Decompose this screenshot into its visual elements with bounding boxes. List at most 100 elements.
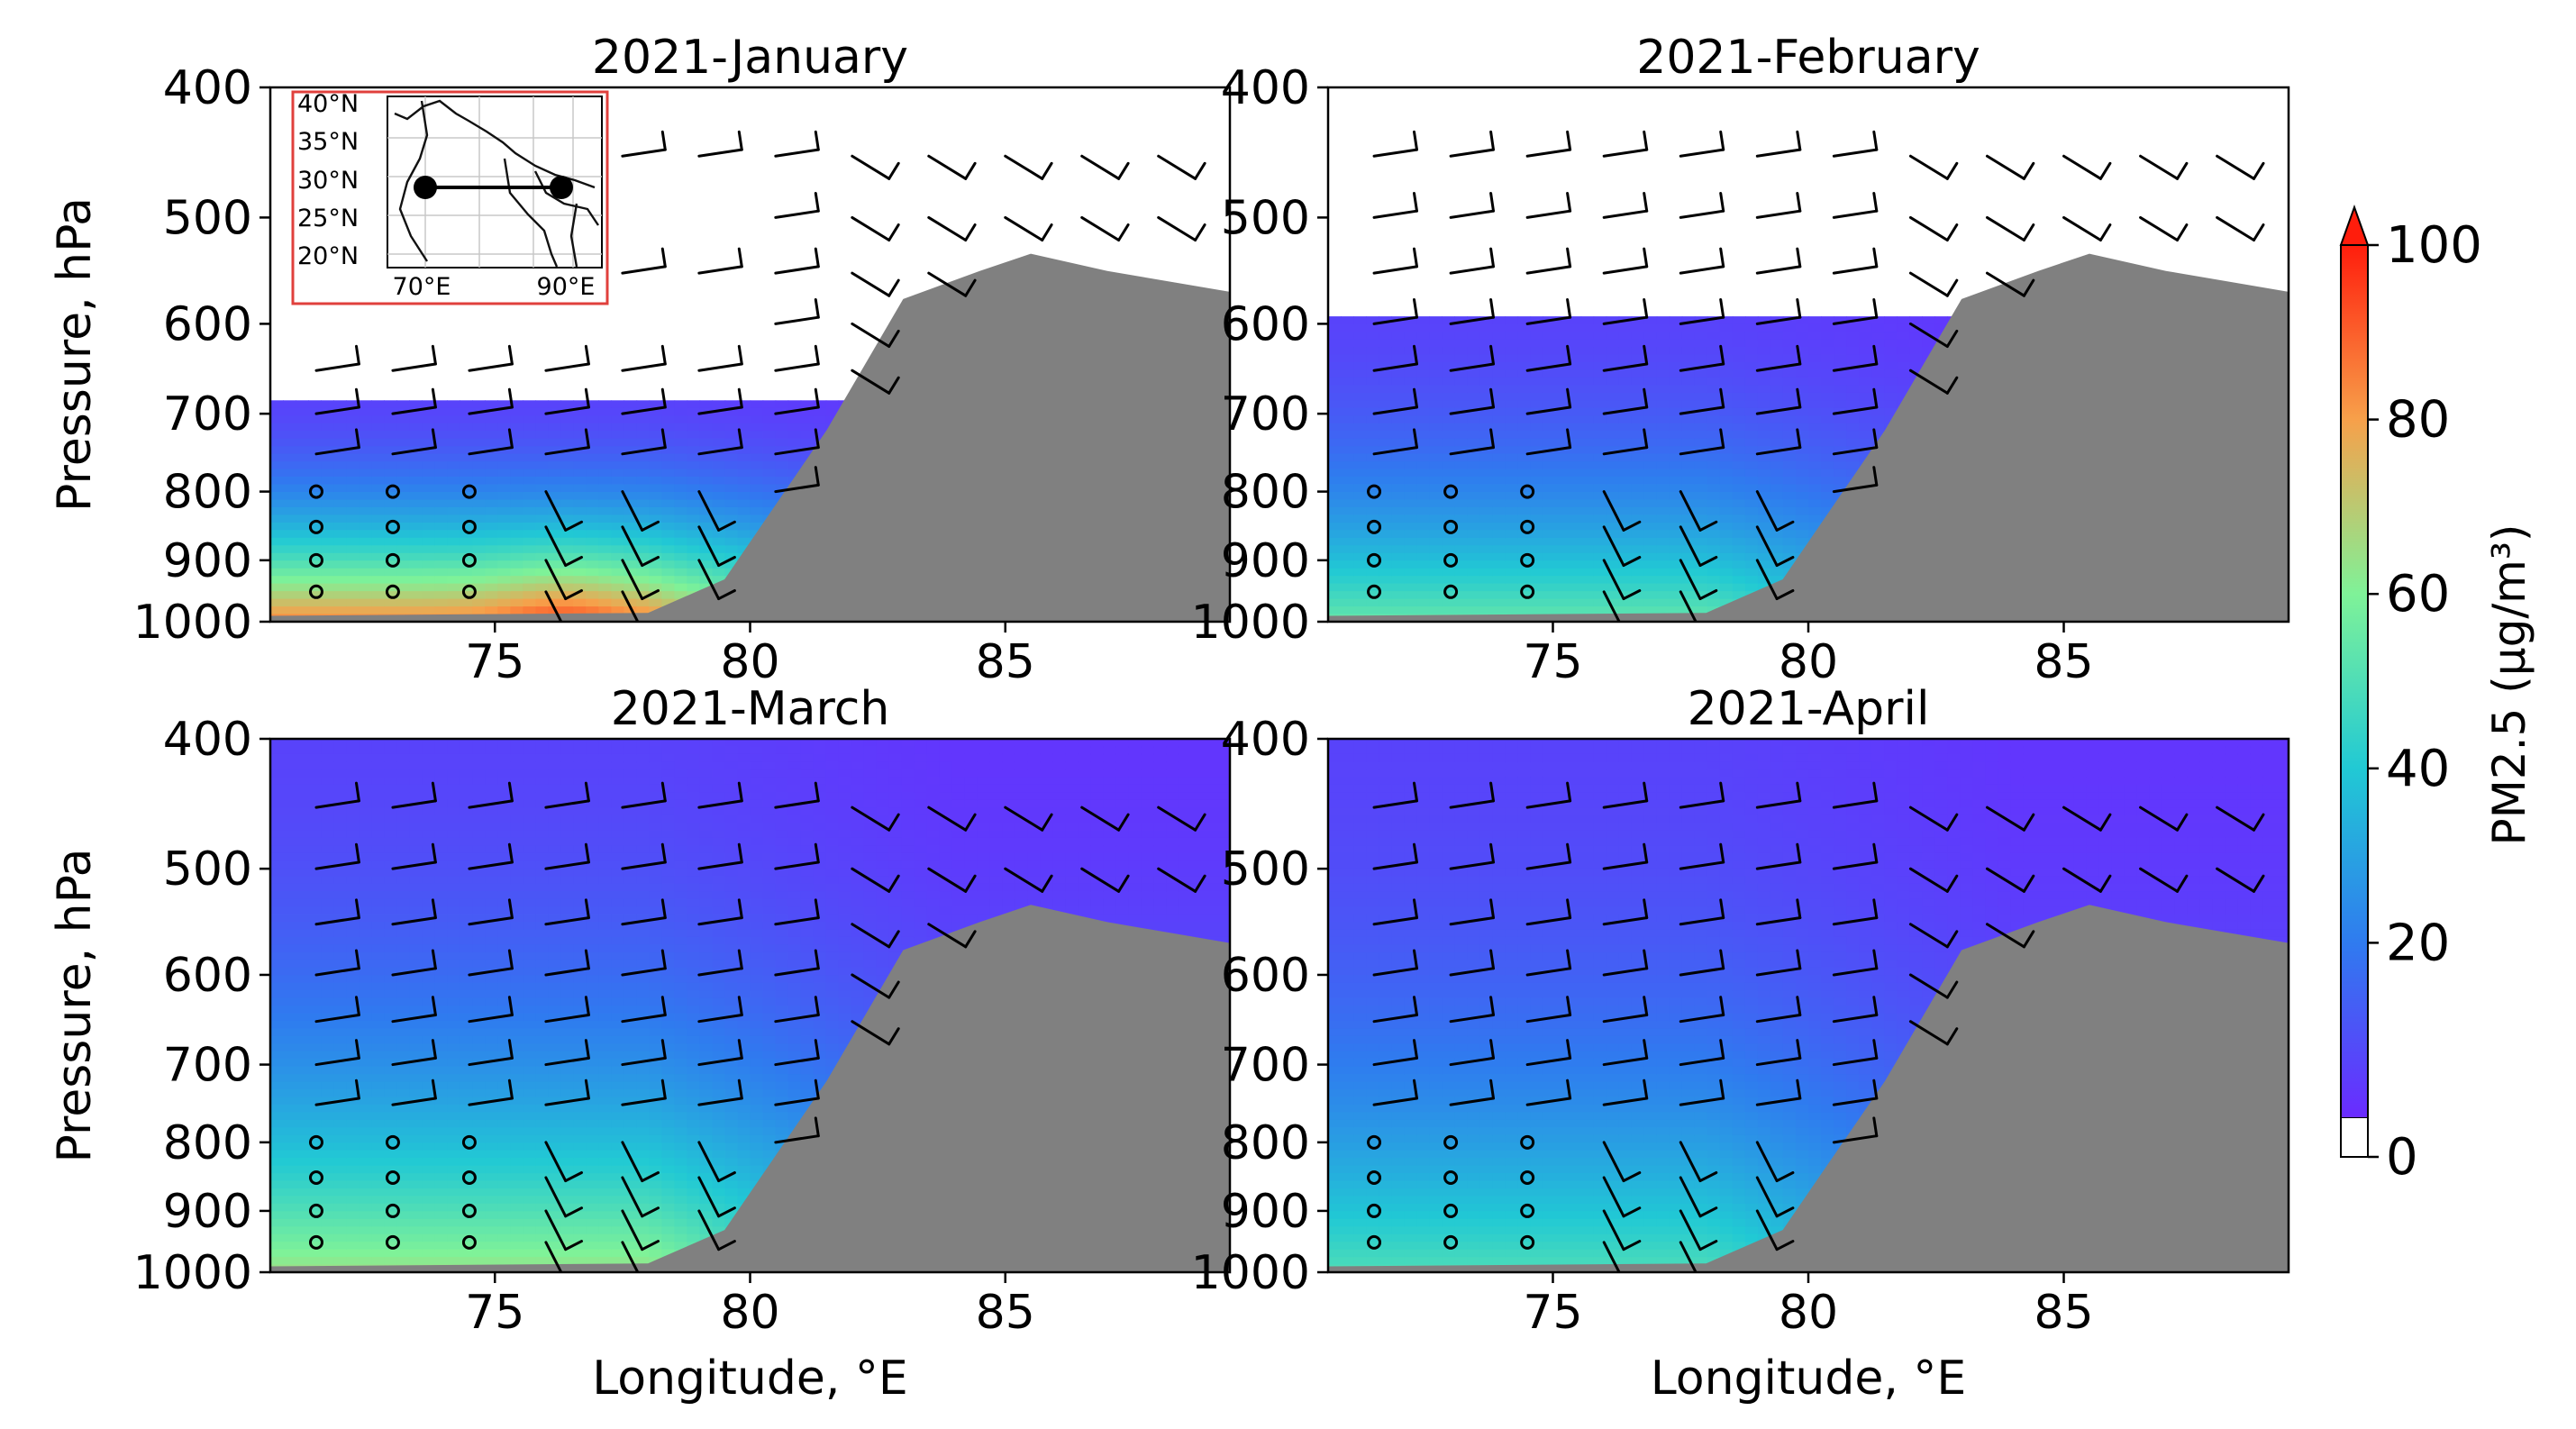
colorbar-tick-label: 100 bbox=[2386, 216, 2482, 275]
y-tick-label: 800 bbox=[1221, 1116, 1310, 1170]
calm-barb bbox=[1520, 584, 1535, 599]
y-tick-label: 400 bbox=[163, 61, 252, 115]
y-tick-label: 500 bbox=[163, 842, 252, 897]
wind-barbs bbox=[308, 781, 1206, 1272]
y-tick-label: 900 bbox=[1221, 1185, 1310, 1239]
terrain-mask bbox=[270, 253, 1230, 622]
y-tick-label: 500 bbox=[1221, 842, 1310, 897]
calm-barb bbox=[1443, 552, 1459, 568]
y-tick-label: 800 bbox=[1221, 466, 1310, 520]
calm-barb bbox=[1443, 519, 1459, 534]
inset-gridlines bbox=[387, 96, 602, 268]
y-tick-label: 1000 bbox=[1191, 1246, 1310, 1300]
x-tick-label: 80 bbox=[1779, 1286, 1838, 1340]
inset-lat-label: 35°N bbox=[297, 128, 359, 156]
inset-lon-label: 90°E bbox=[537, 273, 596, 301]
colorbar-under-box bbox=[2340, 1116, 2369, 1158]
calm-barb bbox=[1367, 1134, 1382, 1150]
calm-barb bbox=[1520, 1170, 1535, 1185]
calm-barb bbox=[461, 584, 477, 599]
y-tick-label: 800 bbox=[163, 466, 252, 520]
y-tick-label: 1000 bbox=[1191, 596, 1310, 650]
y-tick-label: 700 bbox=[163, 387, 252, 441]
calm-barb bbox=[385, 584, 400, 599]
calm-barb bbox=[1443, 1234, 1459, 1250]
calm-barb bbox=[308, 584, 323, 599]
calm-barb bbox=[1520, 1234, 1535, 1250]
calm-barb bbox=[385, 552, 400, 568]
calm-barb bbox=[385, 1134, 400, 1150]
calm-barb bbox=[1367, 552, 1382, 568]
calm-barb bbox=[461, 1134, 477, 1150]
terrain-mask bbox=[1328, 253, 2289, 622]
calm-barb bbox=[308, 484, 323, 499]
colorbar-tick-label: 60 bbox=[2386, 565, 2450, 623]
calm-barb bbox=[1520, 484, 1535, 499]
x-tick-label: 80 bbox=[720, 1286, 779, 1340]
wind-barbs bbox=[1367, 130, 2265, 622]
x-tick-label: 85 bbox=[2034, 635, 2093, 689]
calm-barb bbox=[1443, 1134, 1459, 1150]
panel-title: 2021-January bbox=[592, 31, 908, 85]
colorbar-label: PM2.5 (μg/m³) bbox=[2483, 524, 2535, 846]
y-tick-label: 600 bbox=[163, 949, 252, 1003]
inset-transect-end bbox=[550, 176, 573, 199]
calm-barb bbox=[1443, 484, 1459, 499]
calm-barb bbox=[461, 1203, 477, 1218]
y-tick-label: 700 bbox=[1221, 1039, 1310, 1093]
calm-barb bbox=[1367, 484, 1382, 499]
colorbar-tick-label: 80 bbox=[2386, 391, 2450, 450]
terrain-mask bbox=[270, 905, 1230, 1272]
x-tick-label: 75 bbox=[465, 1286, 524, 1340]
panel-title: 2021-April bbox=[1688, 682, 1930, 736]
calm-barb bbox=[461, 484, 477, 499]
y-tick-label: 500 bbox=[1221, 191, 1310, 245]
panel-title: 2021-March bbox=[611, 682, 890, 736]
chart-panel-4: 400 500 600 700 800 900 1000 75 80 85 2021-April Lo… bbox=[1191, 682, 2290, 1406]
colorbar-tick-label: 0 bbox=[2386, 1128, 2418, 1187]
inset-lat-label: 40°N bbox=[297, 90, 359, 118]
colorbar-frame bbox=[2340, 244, 2369, 1158]
colorbar-tick-label: 40 bbox=[2386, 740, 2450, 798]
inset-country-borders bbox=[394, 99, 599, 268]
calm-barb bbox=[1520, 1134, 1535, 1150]
y-tick-label: 900 bbox=[163, 534, 252, 588]
calm-barb bbox=[308, 1203, 323, 1218]
calm-barb bbox=[308, 519, 323, 534]
calm-barb bbox=[1520, 1203, 1535, 1218]
panel-title: 2021-February bbox=[1636, 31, 1980, 85]
calm-barb bbox=[1367, 1234, 1382, 1250]
inset-lat-label: 30°N bbox=[297, 167, 359, 195]
calm-barb bbox=[1443, 584, 1459, 599]
y-tick-label: 700 bbox=[1221, 387, 1310, 441]
y-tick-label: 900 bbox=[1221, 534, 1310, 588]
colorbar: 0 20 40 60 80 100 PM2.5 (μg/m³) bbox=[2339, 205, 2535, 1187]
calm-barb bbox=[308, 1234, 323, 1250]
y-tick-label: 1000 bbox=[133, 1246, 252, 1300]
calm-barb bbox=[461, 519, 477, 534]
calm-barb bbox=[385, 1170, 400, 1185]
y-tick-label: 400 bbox=[163, 713, 252, 767]
colorbar-extend-arrow bbox=[2339, 205, 2370, 246]
y-tick-label: 800 bbox=[163, 1116, 252, 1170]
calm-barb bbox=[385, 484, 400, 499]
y-axis-label: Pressure, hPa bbox=[48, 849, 102, 1163]
x-axis-label: Longitude, °E bbox=[1651, 1352, 1967, 1406]
y-axis-label: Pressure, hPa bbox=[48, 197, 102, 512]
calm-barb bbox=[308, 1134, 323, 1150]
colorbar-tick-label: 20 bbox=[2386, 914, 2450, 972]
chart-panel-3: 400 500 600 700 800 900 1000 75 80 85 2021-March Pr… bbox=[48, 682, 1232, 1406]
x-tick-label: 85 bbox=[976, 635, 1035, 689]
calm-barb bbox=[461, 1170, 477, 1185]
calm-barb bbox=[1520, 519, 1535, 534]
y-tick-label: 400 bbox=[1221, 61, 1310, 115]
y-tick-label: 1000 bbox=[133, 596, 252, 650]
calm-barb bbox=[1443, 1170, 1459, 1185]
inset-transect-start bbox=[414, 176, 437, 199]
y-tick-label: 600 bbox=[163, 297, 252, 351]
calm-barb bbox=[1443, 1203, 1459, 1218]
y-tick-label: 500 bbox=[163, 191, 252, 245]
inset-lon-label: 70°E bbox=[393, 273, 451, 301]
calm-barb bbox=[461, 1234, 477, 1250]
calm-barb bbox=[308, 1170, 323, 1185]
